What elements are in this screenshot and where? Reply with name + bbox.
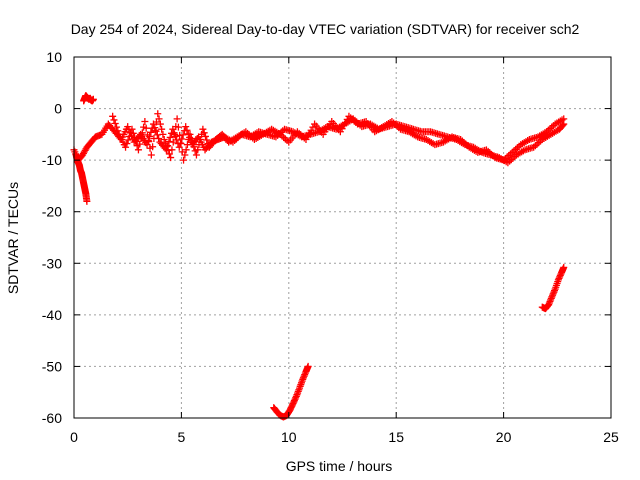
data-point — [145, 138, 153, 146]
data-point — [559, 121, 567, 129]
x-tick-label: 10 — [281, 429, 297, 445]
data-point — [155, 115, 163, 123]
data-point — [168, 146, 176, 154]
data-point — [122, 143, 130, 151]
data-point — [192, 151, 200, 159]
data-point — [147, 151, 155, 159]
data-point — [186, 130, 194, 138]
data-point — [189, 139, 197, 147]
data-point — [199, 125, 207, 133]
data-point — [143, 131, 151, 139]
data-point — [183, 126, 191, 134]
data-point — [177, 140, 185, 148]
y-tick-label: -30 — [42, 255, 62, 271]
data-point — [114, 127, 122, 135]
data-point — [131, 133, 139, 141]
data-point — [194, 146, 202, 154]
data-point — [154, 110, 162, 118]
data-points — [70, 92, 568, 421]
data-point — [182, 123, 190, 131]
data-point — [123, 140, 131, 148]
data-point — [176, 131, 184, 139]
x-tick-label: 25 — [603, 429, 619, 445]
data-point — [173, 115, 181, 123]
series-low-arc-22h — [538, 263, 568, 313]
data-point — [174, 123, 182, 131]
data-point — [110, 116, 118, 124]
data-point — [137, 134, 145, 142]
series-early-drop — [72, 151, 91, 205]
data-point — [83, 197, 91, 205]
y-axis-label: SDTVAR / TECUs — [5, 182, 21, 294]
data-point — [142, 124, 150, 132]
y-tick-label: -20 — [42, 204, 62, 220]
data-point — [166, 133, 174, 141]
x-tick-label: 15 — [388, 429, 404, 445]
series-early-spike-up — [80, 92, 97, 105]
plot-frame — [73, 56, 612, 419]
y-tick-label: -50 — [42, 358, 62, 374]
data-point — [136, 140, 144, 148]
data-point — [151, 126, 159, 134]
y-tick-label: 10 — [46, 49, 62, 65]
data-point — [162, 139, 170, 147]
data-point — [128, 125, 136, 133]
chart-title: Day 254 of 2024, Sidereal Day-to-day VTE… — [71, 21, 580, 37]
series-low-arc-10h — [270, 362, 312, 421]
y-tick-label: -60 — [42, 410, 62, 426]
data-point — [134, 146, 142, 154]
data-point — [187, 134, 195, 142]
data-point — [124, 123, 132, 131]
data-point — [175, 143, 183, 151]
data-point — [163, 143, 171, 151]
data-point — [560, 263, 568, 271]
data-point — [109, 112, 117, 120]
data-point — [171, 130, 179, 138]
data-point — [152, 127, 160, 135]
data-point — [167, 154, 175, 162]
data-point — [159, 130, 167, 138]
data-point — [178, 135, 186, 143]
grid-lines — [74, 57, 611, 418]
data-point — [141, 117, 149, 125]
y-tick-label: 0 — [54, 101, 62, 117]
data-point — [200, 129, 208, 137]
data-point — [169, 138, 177, 146]
data-point — [156, 120, 164, 128]
data-point — [160, 136, 168, 144]
data-point — [203, 136, 211, 144]
y-tick-label: -40 — [42, 307, 62, 323]
data-point — [165, 150, 173, 158]
x-tick-label: 5 — [178, 429, 186, 445]
data-point — [304, 362, 312, 370]
data-point — [560, 115, 568, 123]
data-point — [149, 143, 157, 151]
data-point — [113, 123, 121, 131]
data-point — [125, 132, 133, 140]
data-point — [181, 151, 189, 159]
data-point — [89, 95, 97, 103]
series-main-band-b — [109, 110, 568, 164]
data-point — [111, 120, 119, 128]
data-point — [183, 141, 191, 149]
data-point — [138, 129, 146, 137]
data-point — [182, 146, 190, 154]
x-axis-label: GPS time / hours — [286, 458, 393, 474]
x-tick-label: 0 — [70, 429, 78, 445]
data-point — [132, 138, 140, 146]
data-point — [196, 136, 204, 144]
x-tick-label: 20 — [496, 429, 512, 445]
data-point — [150, 134, 158, 142]
y-tick-label: -10 — [42, 152, 62, 168]
data-point — [195, 141, 203, 149]
data-point — [129, 129, 137, 137]
data-point — [190, 143, 198, 151]
axis-ticks: 0 5 10 15 20 25 10 0 -10 -20 -30 -40 -50 -60 — [42, 49, 619, 445]
data-point — [124, 136, 132, 144]
data-point — [201, 132, 209, 140]
data-point — [158, 125, 166, 133]
data-point — [180, 156, 188, 164]
